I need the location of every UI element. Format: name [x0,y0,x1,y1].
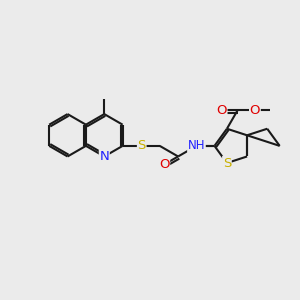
Text: O: O [159,158,169,171]
Text: S: S [137,140,146,152]
Text: S: S [223,157,231,169]
Text: O: O [216,104,227,117]
Text: NH: NH [188,140,205,152]
Text: O: O [250,104,260,117]
Text: N: N [99,150,109,163]
